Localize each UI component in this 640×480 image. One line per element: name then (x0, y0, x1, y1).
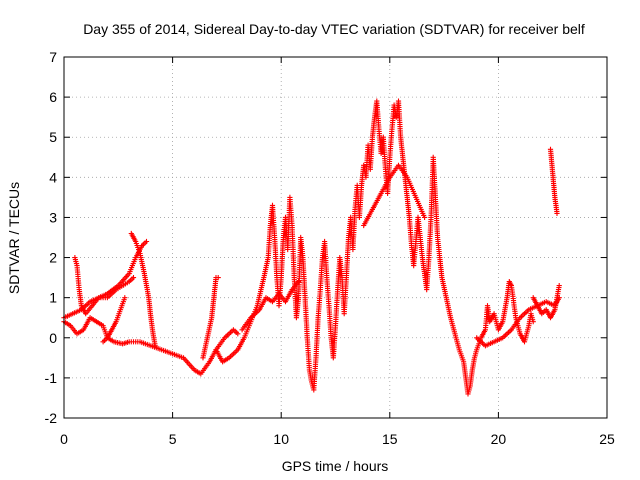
y-tick-label: 3 (49, 209, 57, 225)
series-trace-f (200, 275, 221, 361)
y-axis-label: SDTVAR / TECUs (6, 182, 22, 294)
x-tick-label: 10 (273, 431, 289, 447)
data-point-markers (213, 98, 536, 397)
series-trace-g (213, 98, 536, 397)
series-trace-a (61, 315, 241, 377)
x-tick-label: 0 (60, 431, 68, 447)
data-point-markers (100, 295, 128, 345)
y-tick-label: 1 (49, 290, 57, 306)
data-point-markers (72, 255, 137, 317)
plot-border (63, 56, 608, 419)
data-point-markers (361, 162, 428, 229)
data-series (61, 98, 562, 397)
data-point-markers (239, 279, 302, 333)
data-point-markers (61, 315, 241, 377)
gridlines (64, 57, 607, 418)
y-tick-label: 6 (49, 89, 57, 105)
series-trace-e (100, 295, 128, 345)
y-tick-label: 5 (49, 129, 57, 145)
x-tick-label: 15 (382, 431, 398, 447)
tick-marks (63, 56, 608, 419)
y-tick-label: 4 (49, 169, 57, 185)
y-tick-label: 0 (49, 330, 57, 346)
x-axis-label: GPS time / hours (282, 458, 389, 474)
series-trace-h (239, 279, 302, 333)
series-trace-l (547, 146, 560, 216)
y-tick-label: 2 (49, 250, 57, 266)
data-point-markers (61, 238, 150, 321)
y-tick-label: -1 (45, 370, 58, 386)
series-trace-c (72, 255, 137, 317)
data-point-markers (530, 283, 562, 321)
series-trace-j (474, 295, 562, 349)
y-tick-label: -2 (45, 410, 58, 426)
y-tick-label: 7 (49, 49, 57, 65)
series-trace-k (530, 283, 562, 321)
data-point-markers (474, 295, 562, 349)
tick-labels: 0 5 10 15 20 25 -2 -1 0 1 2 3 4 5 6 7 (45, 49, 615, 447)
x-tick-label: 5 (169, 431, 177, 447)
x-tick-label: 20 (491, 431, 507, 447)
x-tick-label: 25 (599, 431, 615, 447)
series-trace-d (128, 230, 158, 349)
data-point-markers (128, 230, 158, 349)
series-trace-i (361, 162, 428, 229)
data-point-markers (200, 275, 221, 361)
series-trace-b (61, 238, 150, 321)
data-point-markers (547, 146, 560, 216)
chart-title: Day 355 of 2014, Sidereal Day-to-day VTE… (83, 21, 585, 37)
